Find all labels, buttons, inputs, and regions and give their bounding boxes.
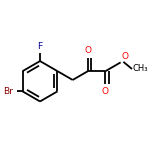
Text: O: O bbox=[84, 46, 91, 55]
Text: O: O bbox=[121, 52, 128, 61]
Text: O: O bbox=[102, 87, 109, 96]
Text: F: F bbox=[37, 41, 43, 51]
Text: Br: Br bbox=[3, 87, 13, 96]
Text: CH₃: CH₃ bbox=[133, 64, 148, 73]
